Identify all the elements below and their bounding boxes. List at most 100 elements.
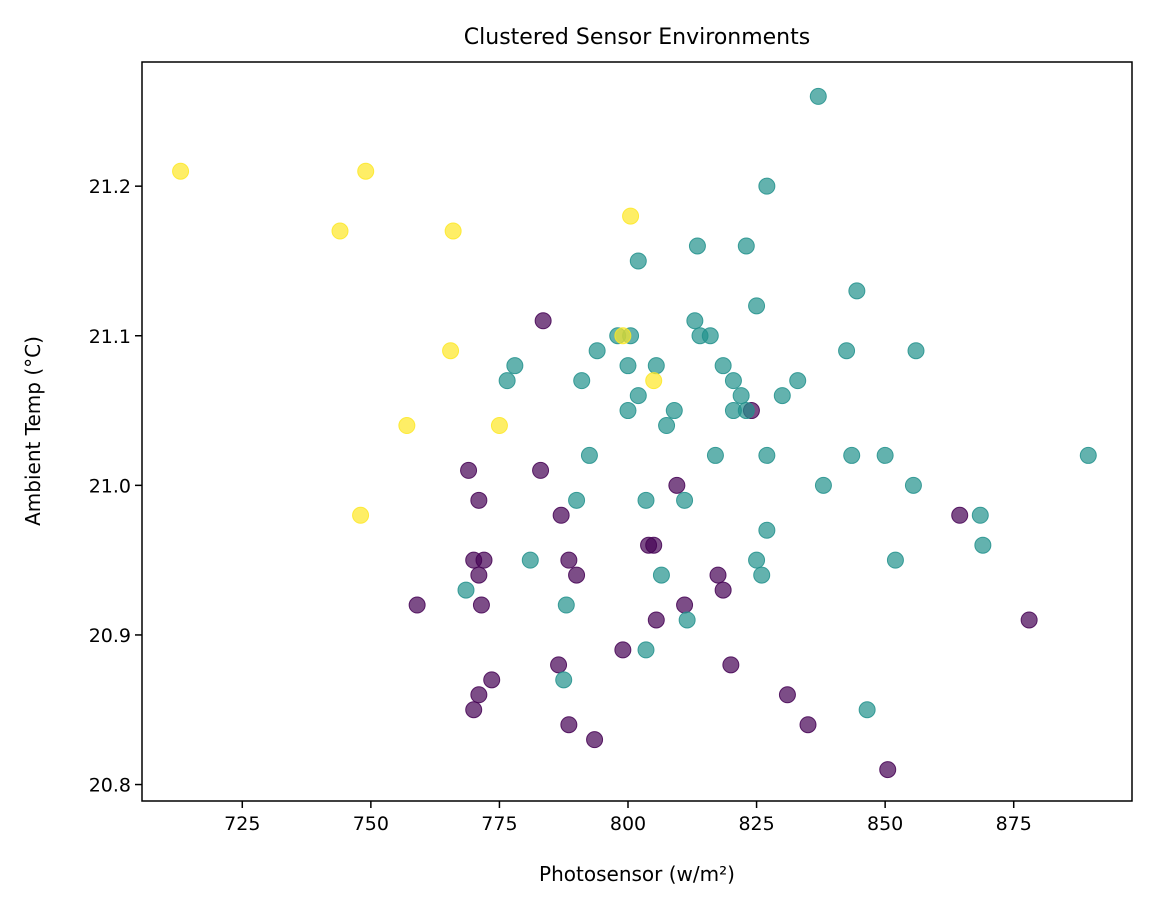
data-point: [701, 327, 719, 345]
x-axis: 725 750 775 800 825 850 875: [224, 801, 1032, 835]
data-point: [398, 417, 416, 435]
data-point: [532, 461, 550, 479]
data-point: [951, 506, 969, 524]
data-point: [470, 491, 488, 509]
data-point: [838, 342, 856, 360]
data-point: [676, 491, 694, 509]
data-point: [758, 521, 776, 539]
data-point: [732, 387, 750, 405]
y-tick-label: 21.0: [89, 475, 131, 497]
data-point: [552, 506, 570, 524]
data-point: [722, 656, 740, 674]
chart-title: Clustered Sensor Environments: [464, 25, 810, 50]
data-point: [737, 237, 755, 255]
data-point: [748, 297, 766, 315]
data-point: [637, 641, 655, 659]
data-point: [408, 596, 426, 614]
data-point: [560, 716, 578, 734]
data-point: [588, 342, 606, 360]
data-point: [1079, 446, 1097, 464]
data-point: [573, 372, 591, 390]
data-point: [974, 536, 992, 554]
data-point: [619, 402, 637, 420]
data-point: [629, 387, 647, 405]
data-point: [678, 611, 696, 629]
y-tick-label: 20.9: [89, 625, 131, 647]
data-point: [789, 372, 807, 390]
data-point: [614, 641, 632, 659]
data-point: [521, 551, 539, 569]
data-point: [498, 372, 516, 390]
data-point: [652, 566, 670, 584]
data-point: [647, 357, 665, 375]
data-point: [357, 162, 375, 180]
data-point: [352, 506, 370, 524]
data-point: [460, 461, 478, 479]
x-tick-label: 750: [353, 813, 389, 835]
data-point: [668, 476, 686, 494]
data-point: [568, 491, 586, 509]
data-point: [676, 596, 694, 614]
data-point: [550, 656, 568, 674]
data-point: [858, 701, 876, 719]
data-point: [470, 566, 488, 584]
data-point: [580, 446, 598, 464]
data-point: [904, 476, 922, 494]
data-point: [622, 207, 640, 225]
data-point: [758, 177, 776, 195]
data-point: [753, 566, 771, 584]
data-point: [748, 551, 766, 569]
data-point: [809, 87, 827, 105]
data-point: [645, 372, 663, 390]
data-point: [629, 252, 647, 270]
data-point: [619, 357, 637, 375]
data-point: [665, 402, 683, 420]
data-point: [475, 551, 493, 569]
points-layer: [172, 87, 1097, 779]
data-point: [457, 581, 475, 599]
data-point: [778, 686, 796, 704]
y-tick-label: 21.2: [89, 176, 131, 198]
data-point: [568, 566, 586, 584]
plot-frame: [141, 61, 1133, 802]
data-point: [773, 387, 791, 405]
data-point: [886, 551, 904, 569]
data-point: [714, 581, 732, 599]
data-point: [724, 372, 742, 390]
data-point: [758, 446, 776, 464]
data-point: [555, 671, 573, 689]
x-tick-label: 800: [610, 813, 646, 835]
data-point: [483, 671, 501, 689]
data-point: [876, 446, 894, 464]
data-point: [465, 701, 483, 719]
data-point: [907, 342, 925, 360]
data-point: [709, 566, 727, 584]
data-point: [658, 417, 676, 435]
data-point: [843, 446, 861, 464]
y-tick-label: 20.8: [89, 775, 131, 797]
y-tick-label: 21.1: [89, 326, 131, 348]
x-tick-label: 850: [867, 813, 903, 835]
data-point: [737, 402, 755, 420]
data-point: [172, 162, 190, 180]
data-point: [331, 222, 349, 240]
data-point: [472, 596, 490, 614]
data-point: [506, 357, 524, 375]
data-point: [706, 446, 724, 464]
data-point: [557, 596, 575, 614]
data-point: [647, 611, 665, 629]
data-point: [490, 417, 508, 435]
data-point: [645, 536, 663, 554]
data-point: [586, 731, 604, 749]
x-tick-label: 775: [481, 813, 517, 835]
data-point: [971, 506, 989, 524]
data-point: [848, 282, 866, 300]
data-point: [814, 476, 832, 494]
y-axis-label: Ambient Temp (°C): [21, 336, 45, 526]
x-axis-label: Photosensor (w/m²): [539, 862, 735, 886]
data-point: [686, 312, 704, 330]
data-point: [799, 716, 817, 734]
data-point: [688, 237, 706, 255]
